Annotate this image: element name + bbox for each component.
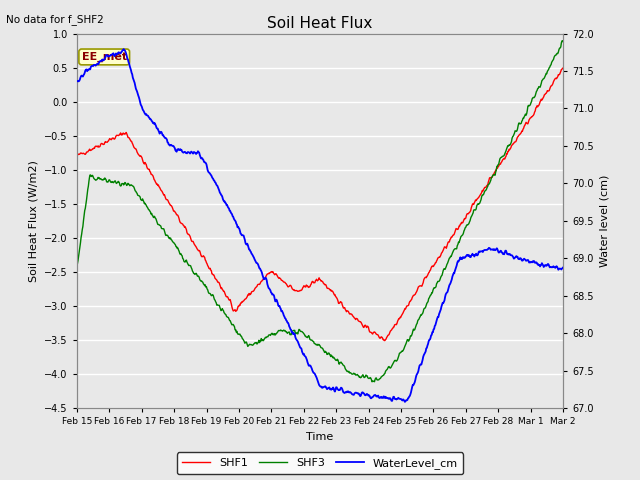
SHF1 — [381, 338, 388, 344]
Y-axis label: Soil Heat Flux (W/m2): Soil Heat Flux (W/m2) — [29, 160, 38, 282]
SHF3 — [383, 366, 391, 372]
SHF1 — [492, 167, 500, 172]
SHF1 — [355, 319, 363, 324]
SHF3 — [559, 39, 567, 45]
SHF3 — [103, 179, 111, 185]
WaterLevel_cm — [559, 264, 567, 270]
Text: EE_met: EE_met — [82, 52, 127, 62]
WaterLevel_cm — [369, 394, 376, 400]
WaterLevel_cm — [103, 52, 111, 58]
SHF3 — [73, 263, 81, 269]
WaterLevel_cm — [356, 393, 364, 399]
SHF1 — [559, 65, 567, 71]
WaterLevel_cm — [443, 289, 451, 295]
Title: Soil Heat Flux: Soil Heat Flux — [268, 16, 372, 31]
Y-axis label: Water level (cm): Water level (cm) — [600, 175, 609, 267]
Line: WaterLevel_cm: WaterLevel_cm — [77, 49, 563, 402]
SHF1 — [368, 331, 376, 336]
SHF1 — [383, 334, 391, 339]
WaterLevel_cm — [493, 245, 500, 251]
SHF1 — [103, 139, 111, 145]
SHF3 — [355, 374, 363, 380]
WaterLevel_cm — [73, 79, 81, 84]
SHF3 — [368, 379, 376, 384]
Line: SHF1: SHF1 — [77, 68, 563, 341]
X-axis label: Time: Time — [307, 432, 333, 442]
SHF1 — [73, 153, 81, 158]
Line: SHF3: SHF3 — [77, 41, 563, 382]
SHF3 — [369, 378, 376, 384]
Legend: SHF1, SHF3, WaterLevel_cm: SHF1, SHF3, WaterLevel_cm — [177, 452, 463, 474]
SHF1 — [442, 245, 450, 251]
WaterLevel_cm — [120, 46, 127, 52]
SHF3 — [559, 38, 566, 44]
Text: No data for f_SHF2: No data for f_SHF2 — [6, 14, 104, 25]
SHF3 — [442, 264, 450, 269]
SHF3 — [492, 168, 500, 173]
WaterLevel_cm — [401, 399, 409, 405]
WaterLevel_cm — [383, 395, 391, 401]
